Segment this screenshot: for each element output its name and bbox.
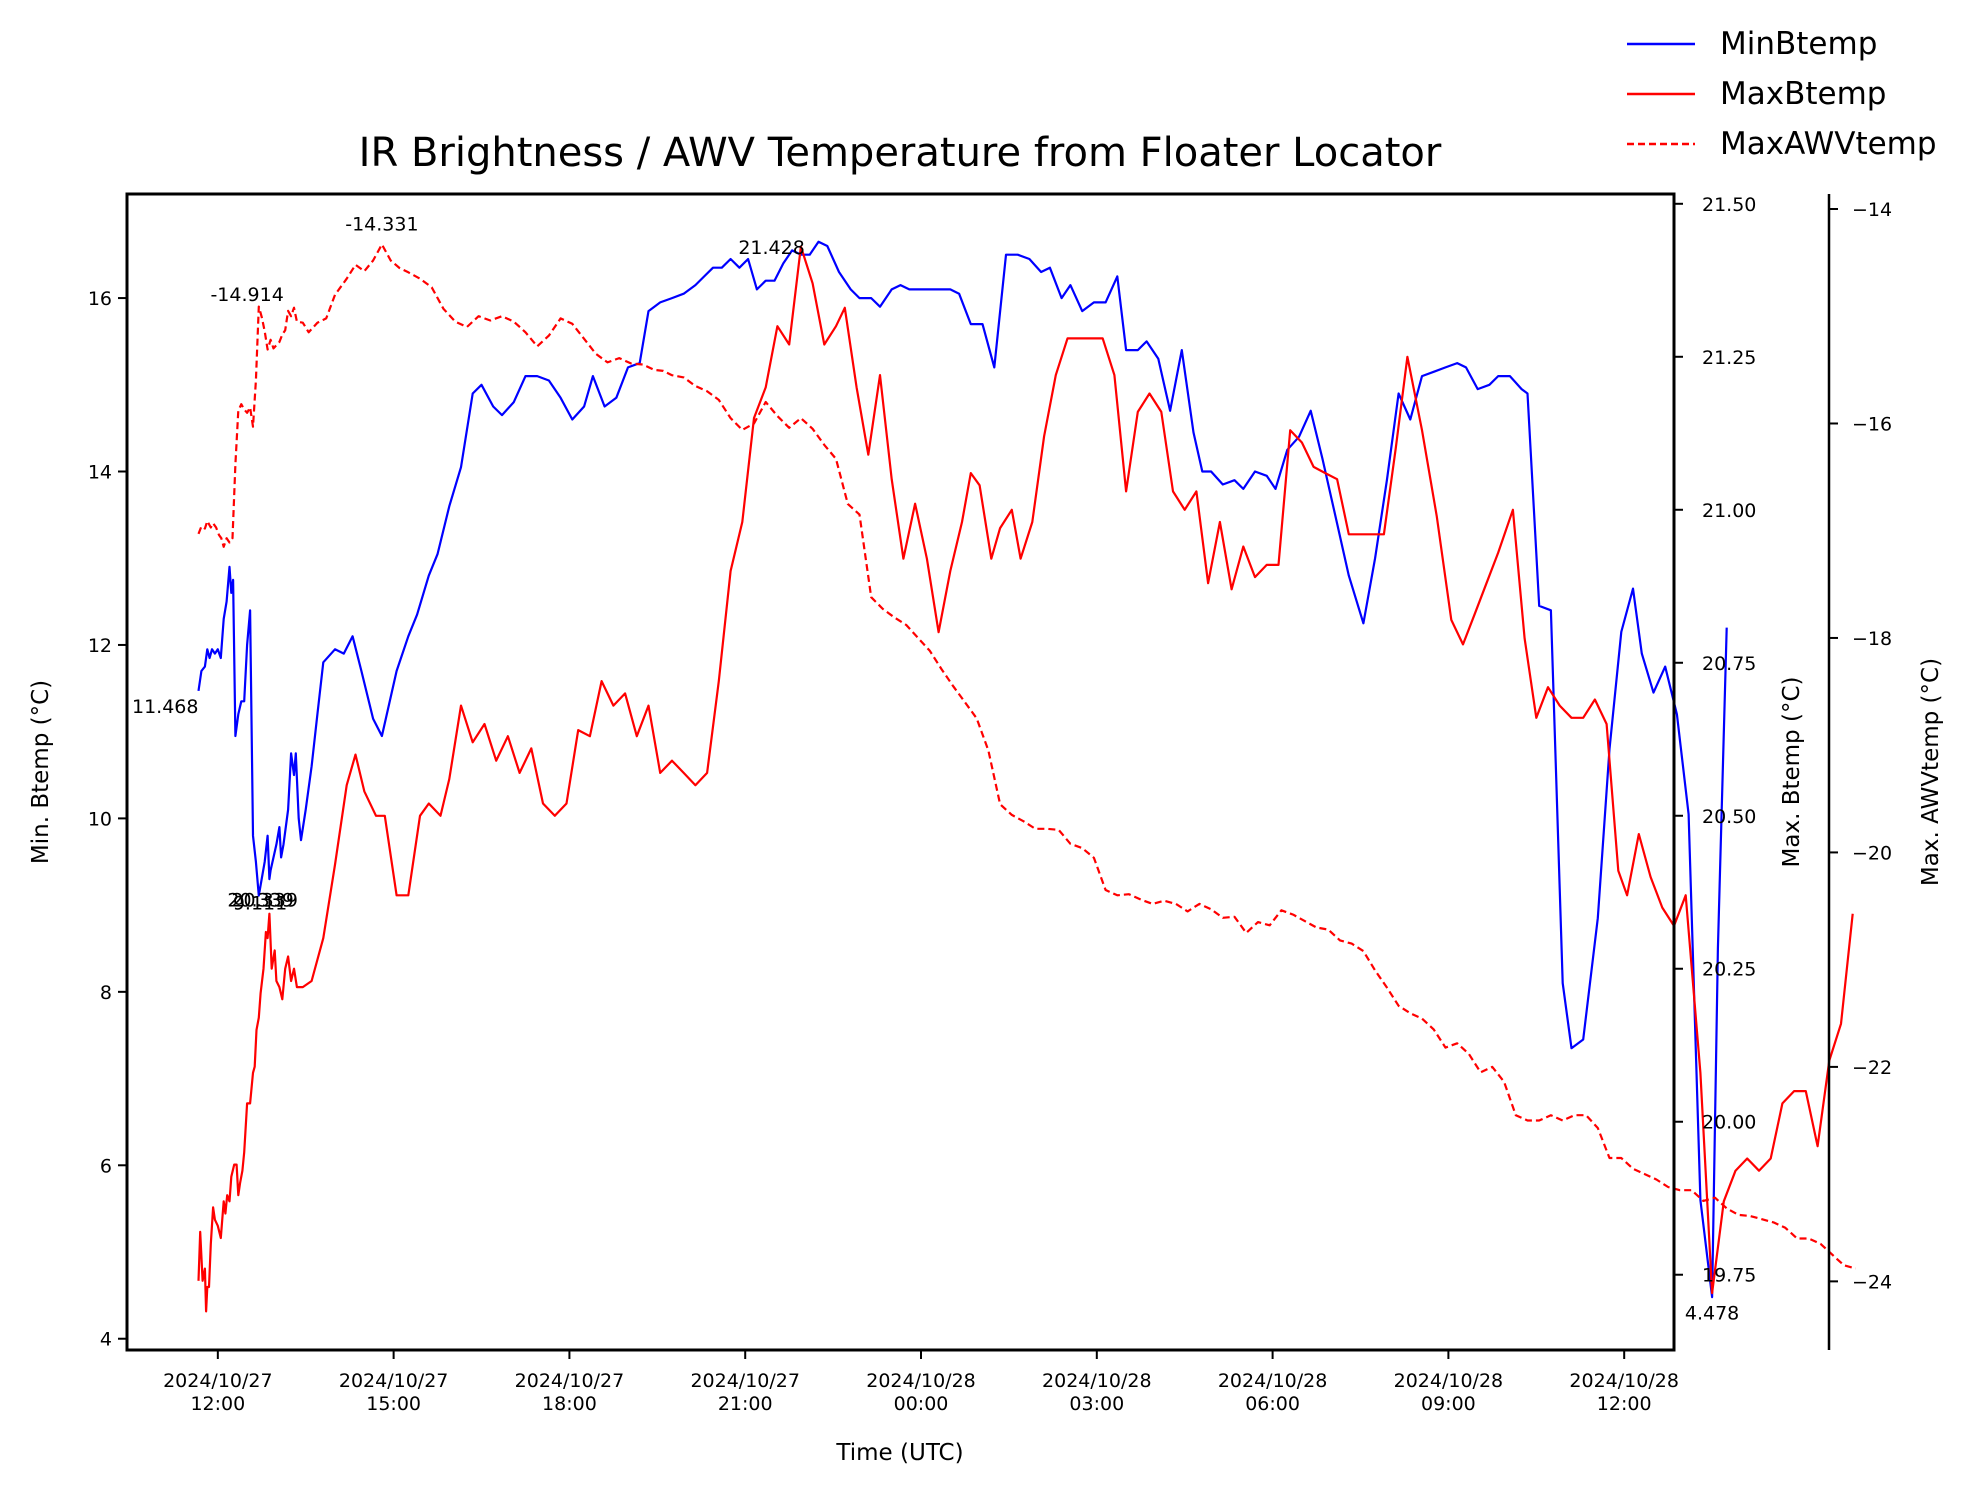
plot-frame [125,192,1676,1352]
y-tick-label: −20 [1852,842,1892,864]
x-tick-label: 18:00 [542,1393,597,1415]
y-tick-label: 21.50 [1702,194,1756,216]
legend-label: MaxAWVtemp [1720,126,1937,162]
y-axis-label-max-awvtemp: Max. AWVtemp (°C) [1918,658,1944,886]
y-tick-label: 4 [100,1329,112,1351]
series-layer [197,240,1856,1313]
data-label: 9.111 [233,892,287,914]
series-line-MaxAWVtemp [197,243,1856,1270]
data-label: 21.428 [738,237,804,259]
legend-label: MaxBtemp [1720,76,1886,112]
x-tick-label: 00:00 [894,1393,949,1415]
y-tick-label: 19.75 [1702,1265,1756,1287]
data-label: -14.914 [210,284,283,306]
series-line-MaxBtemp [197,245,1854,1313]
legend-label: MinBtemp [1720,26,1877,62]
x-tick-label: 2024/10/27 [339,1370,449,1392]
y-axis-max-awvtemp: −24 −22 −20 −18 −16 −14 [1827,194,1892,1350]
y-axis-label-min-btemp: Min. Btemp (°C) [28,680,54,864]
y-tick-label: 21.25 [1702,347,1756,369]
data-label: 20.339 [231,889,297,911]
data-label: 20.339 [227,889,293,911]
x-tick-label: 2024/10/28 [1394,1370,1504,1392]
y-tick-label: 14 [88,462,112,484]
x-tick-label: 2024/10/28 [1569,1370,1679,1392]
x-tick-label: 2024/10/27 [163,1370,273,1392]
chart-title: IR Brightness / AWV Temperature from Flo… [359,130,1442,176]
y-tick-label: 10 [88,808,112,830]
data-label: -14.331 [345,214,418,236]
y-tick-label: 21.00 [1702,500,1756,522]
y-tick-label: 20.25 [1702,959,1756,981]
y-axis-label-max-btemp: Max. Btemp (°C) [1779,677,1805,868]
x-tick-label: 03:00 [1069,1393,1124,1415]
x-tick-label: 15:00 [366,1393,421,1415]
x-tick-label: 2024/10/28 [866,1370,976,1392]
data-label: 4.478 [1685,1302,1739,1324]
x-tick-label: 12:00 [190,1393,245,1415]
x-tick-label: 06:00 [1245,1393,1300,1415]
x-tick-label: 12:00 [1597,1393,1652,1415]
y-axis-min-btemp: 4 6 8 10 12 14 16 [88,288,127,1351]
x-tick-label: 2024/10/28 [1042,1370,1152,1392]
y-tick-label: 6 [100,1155,112,1177]
y-tick-label: −24 [1852,1271,1892,1293]
y-tick-label: −18 [1852,628,1892,650]
data-label: 11.468 [132,696,198,718]
x-tick-label: 09:00 [1421,1393,1476,1415]
y-tick-label: 20.50 [1702,806,1756,828]
y-tick-label: 20.75 [1702,653,1756,675]
x-tick-label: 2024/10/28 [1218,1370,1328,1392]
y-axis-max-btemp: 19.75 20.00 20.25 20.50 20.75 21.00 21.25 21.50 [1674,194,1756,1287]
y-tick-label: −16 [1852,413,1892,435]
x-axis-label: Time (UTC) [835,1440,963,1466]
y-tick-label: 8 [100,982,112,1004]
x-axis: 2024/10/2712:002024/10/2715:002024/10/27… [163,1350,1679,1415]
y-tick-label: 12 [88,635,112,657]
y-tick-label: 20.00 [1702,1112,1756,1134]
legend: MinBtemp MaxBtemp MaxAWVtemp [1627,26,1937,162]
y-tick-label: −22 [1852,1057,1892,1079]
x-tick-label: 21:00 [718,1393,773,1415]
x-tick-label: 2024/10/27 [690,1370,800,1392]
x-tick-label: 2024/10/27 [515,1370,625,1392]
y-tick-label: 16 [88,288,112,310]
y-tick-label: −14 [1852,199,1892,221]
